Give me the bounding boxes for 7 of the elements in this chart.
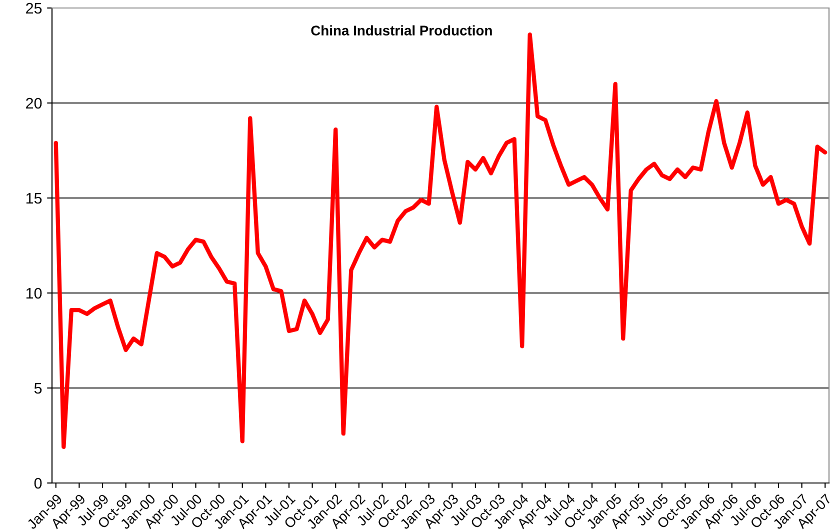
y-tick-label: 0 xyxy=(34,478,42,489)
y-tick-label: 5 xyxy=(34,383,42,394)
y-tick-label: 25 xyxy=(26,2,42,14)
y-tick-label: 20 xyxy=(26,98,42,109)
y-tick-label: 15 xyxy=(26,193,42,204)
text: China Industrial Production xyxy=(311,25,492,36)
y-tick-label: 10 xyxy=(26,288,42,299)
